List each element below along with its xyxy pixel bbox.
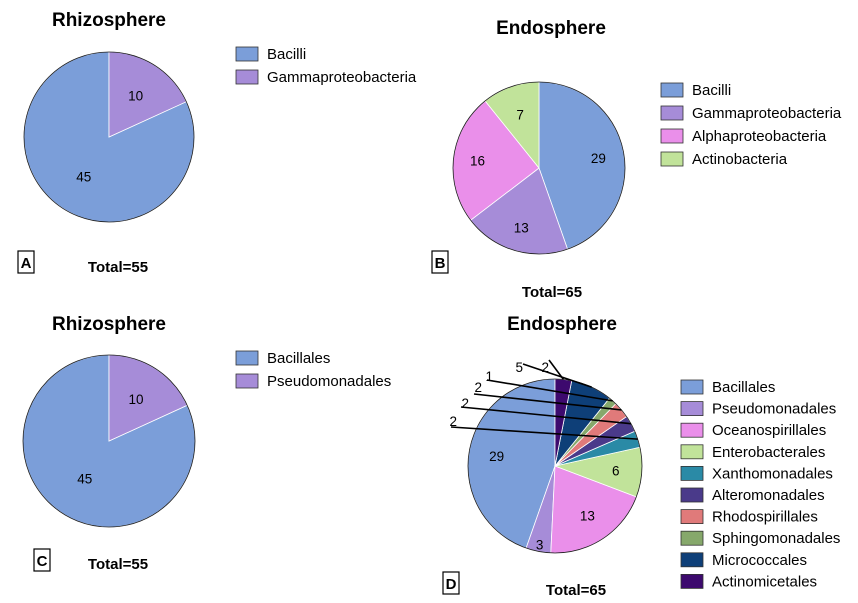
slice-value-label: 2 (541, 360, 549, 375)
pie-outline (452, 81, 626, 255)
slice-value-label: 45 (76, 169, 91, 184)
panel-label: B (435, 255, 446, 272)
legend-swatch (680, 552, 704, 568)
legend-swatch (660, 151, 684, 167)
legend-swatch (235, 350, 259, 366)
legend-swatch (680, 422, 704, 438)
slice-value-label: 29 (591, 151, 606, 166)
chart-title: Endosphere (507, 314, 617, 335)
slice-value-label: 10 (128, 392, 143, 407)
legend-swatch (680, 509, 704, 525)
slice-value-label: 5 (515, 360, 523, 375)
legend-entry-label: Actinomicetales (712, 573, 817, 590)
panel-label: D (446, 576, 457, 593)
slice-leader-line (522, 363, 592, 388)
legend-swatch (235, 373, 259, 389)
legend-entry-label: Alphaproteobacteria (692, 128, 827, 145)
legend-swatch (660, 82, 684, 98)
legend-swatch (680, 465, 704, 481)
slice-value-label: 16 (470, 154, 485, 169)
slice-value-label: 2 (449, 414, 457, 429)
legend-entry-label: Rhodospirillales (712, 509, 818, 526)
legend-entry-label: Actinobacteria (692, 151, 788, 168)
pie-outline (22, 354, 196, 528)
chart-title: Rhizosphere (52, 10, 166, 31)
panel-label-box (33, 548, 51, 572)
slice-value-label: 6 (612, 463, 620, 478)
panel-label-box (17, 250, 35, 274)
pie-panel-b: Endosphere 29 13 16 7 Bacilli Gammaproteobacte… (431, 18, 842, 301)
slice-value-label: 10 (128, 89, 143, 104)
legend-entry-label: Sphingomonadales (712, 530, 840, 547)
total-label: Total=55 (88, 556, 148, 573)
panel-label-box (442, 571, 460, 595)
legend-swatch (660, 128, 684, 144)
legend-swatch (680, 487, 704, 503)
panel-label: A (21, 255, 32, 272)
legend-entry-label: Pseudomonadales (267, 373, 391, 390)
slice-value-label: 45 (77, 472, 92, 487)
slice-leader-line (450, 426, 638, 440)
total-label: Total=55 (88, 259, 148, 276)
slice-value-label: 13 (580, 508, 595, 523)
pie-outline (23, 51, 195, 223)
slice-value-label: 2 (474, 380, 482, 395)
legend-entry-label: Pseudomonadales (712, 401, 836, 418)
slice-leader-line (460, 406, 632, 425)
legend-entry-label: Bacillales (267, 350, 330, 367)
slice-leader-line (548, 359, 565, 380)
chart-title: Endosphere (496, 18, 606, 39)
legend-entry-label: Bacillales (712, 379, 775, 396)
slice-leader-line (486, 379, 613, 402)
legend-entry-label: Gammaproteobacteria (267, 69, 417, 86)
legend-entry-label: Gammaproteobacteria (692, 105, 842, 122)
panel-label: C (37, 553, 48, 570)
pie-panel-c: Rhizosphere 45 10 Bacillales Pseudomonadales… (22, 314, 391, 573)
legend-swatch (680, 444, 704, 460)
slice-value-label: 2 (461, 396, 469, 411)
legend-entry-label: Oceanospirillales (712, 422, 826, 439)
legend-entry-label: Xanthomonadales (712, 465, 833, 482)
chart-title: Rhizosphere (52, 314, 166, 335)
legend-swatch (660, 105, 684, 121)
legend-swatch (680, 401, 704, 417)
legend-entry-label: Enterobacterales (712, 444, 825, 461)
slice-value-label: 13 (514, 220, 529, 235)
legend-swatch (235, 46, 259, 62)
legend-swatch (235, 69, 259, 85)
slice-value-label: 7 (516, 107, 524, 122)
legend-swatch (680, 574, 704, 589)
legend-entry-label: Micrococcales (712, 552, 807, 569)
total-label: Total=65 (522, 284, 582, 301)
legend-entry-label: Bacilli (267, 46, 306, 63)
legend-swatch (680, 530, 704, 546)
pie-outline (467, 378, 643, 554)
total-label: Total=65 (546, 582, 606, 599)
slice-value-label: 29 (489, 449, 504, 464)
slice-leader-line (473, 393, 622, 411)
legend-swatch (680, 379, 704, 395)
panel-label-box (431, 250, 449, 274)
pie-panel-a: Rhizosphere 45 10 Bacilli Gammaproteobacteri… (17, 10, 417, 276)
legend-entry-label: Bacilli (692, 82, 731, 99)
slice-value-label: 3 (536, 538, 544, 553)
legend-entry-label: Alteromonadales (712, 487, 825, 504)
slice-value-label: 1 (485, 369, 493, 384)
